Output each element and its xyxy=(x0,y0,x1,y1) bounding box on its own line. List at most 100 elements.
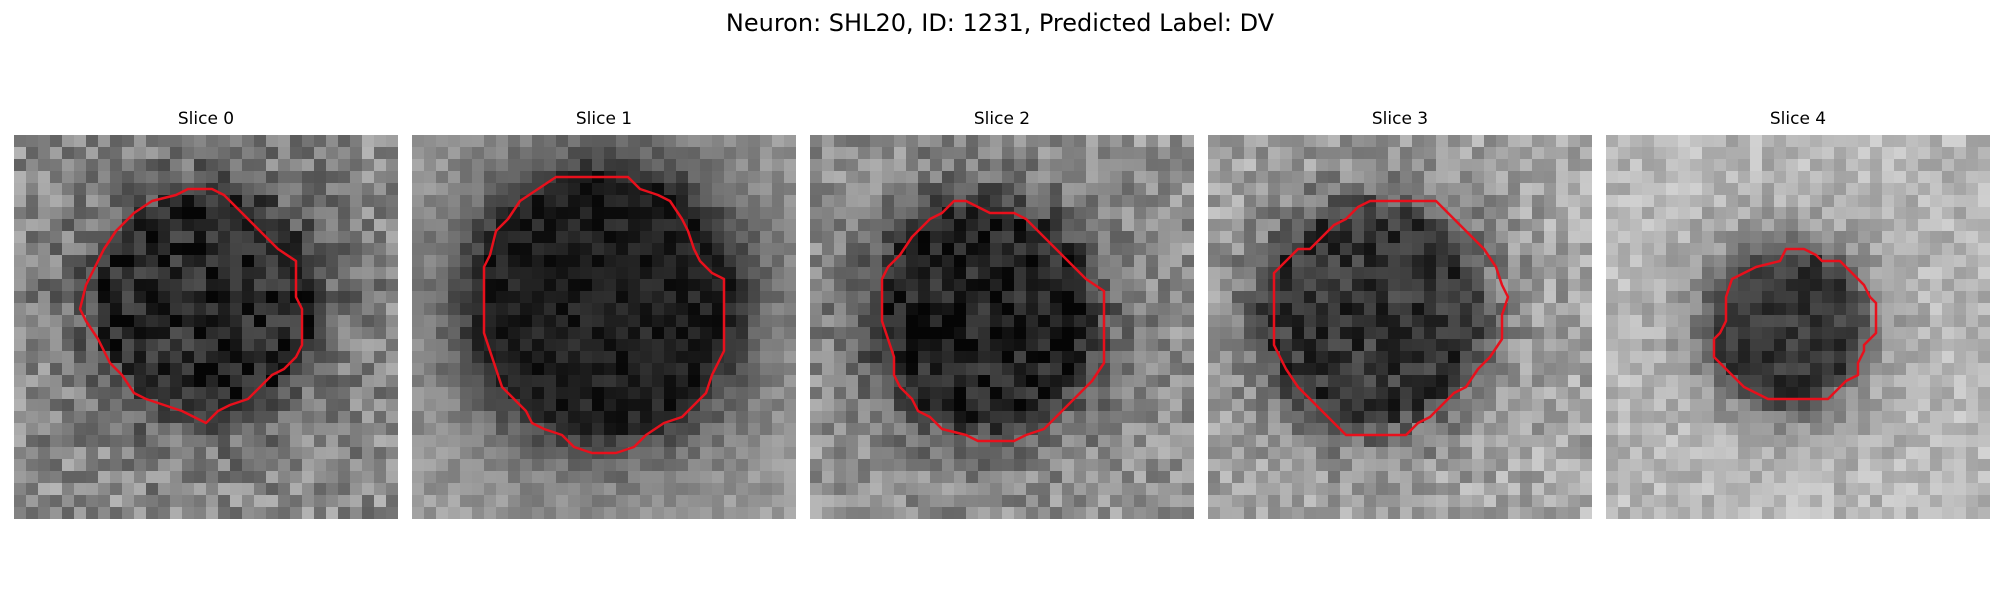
image-pixel xyxy=(1158,195,1171,208)
image-pixel xyxy=(628,231,641,244)
image-pixel xyxy=(580,495,593,508)
image-pixel xyxy=(1858,171,1871,184)
image-pixel xyxy=(712,423,725,436)
image-pixel xyxy=(1424,279,1437,292)
image-pixel xyxy=(338,171,351,184)
image-pixel xyxy=(38,447,51,460)
image-pixel xyxy=(424,147,437,160)
image-pixel xyxy=(676,447,689,460)
image-pixel xyxy=(278,507,291,519)
image-pixel xyxy=(338,423,351,436)
image-pixel xyxy=(1062,279,1075,292)
image-pixel xyxy=(906,459,919,472)
image-pixel xyxy=(592,327,605,340)
image-pixel xyxy=(520,231,533,244)
image-pixel xyxy=(604,459,617,472)
image-pixel xyxy=(242,423,255,436)
image-pixel xyxy=(1424,447,1437,460)
image-pixel xyxy=(1726,243,1739,256)
image-pixel xyxy=(158,411,171,424)
image-pixel xyxy=(1158,135,1171,148)
image-pixel xyxy=(1726,435,1739,448)
image-pixel xyxy=(1316,207,1329,220)
image-pixel xyxy=(1544,459,1557,472)
image-pixel xyxy=(1654,207,1667,220)
image-pixel xyxy=(748,471,761,484)
image-pixel xyxy=(1340,267,1353,280)
image-pixel xyxy=(1870,399,1883,412)
image-pixel xyxy=(1098,507,1111,519)
image-pixel xyxy=(1208,291,1221,304)
image-pixel xyxy=(1606,447,1619,460)
image-pixel xyxy=(1400,231,1413,244)
image-pixel xyxy=(362,267,375,280)
image-pixel xyxy=(568,255,581,268)
image-pixel xyxy=(1412,471,1425,484)
image-pixel xyxy=(1014,219,1027,232)
image-pixel xyxy=(1846,363,1859,376)
image-pixel xyxy=(194,435,207,448)
image-pixel xyxy=(1328,291,1341,304)
image-pixel xyxy=(38,279,51,292)
image-pixel xyxy=(544,291,557,304)
image-pixel xyxy=(1352,387,1365,400)
image-pixel xyxy=(98,147,111,160)
image-pixel xyxy=(834,459,847,472)
image-pixel xyxy=(1858,147,1871,160)
image-pixel xyxy=(1436,267,1449,280)
image-pixel xyxy=(544,375,557,388)
image-pixel xyxy=(1618,447,1631,460)
image-pixel xyxy=(1810,207,1823,220)
image-pixel xyxy=(736,303,749,316)
image-pixel xyxy=(290,243,303,256)
image-pixel xyxy=(1798,255,1811,268)
image-pixel xyxy=(50,339,63,352)
image-pixel xyxy=(1448,411,1461,424)
image-pixel xyxy=(1580,315,1592,328)
image-pixel xyxy=(1304,351,1317,364)
image-pixel xyxy=(508,267,521,280)
image-pixel xyxy=(1846,387,1859,400)
image-pixel xyxy=(748,495,761,508)
image-pixel xyxy=(592,183,605,196)
image-pixel xyxy=(1762,135,1775,148)
image-pixel xyxy=(86,231,99,244)
image-pixel xyxy=(110,327,123,340)
image-pixel xyxy=(1026,147,1039,160)
image-pixel xyxy=(894,459,907,472)
image-pixel xyxy=(436,291,449,304)
image-pixel xyxy=(1110,411,1123,424)
image-pixel xyxy=(484,279,497,292)
image-pixel xyxy=(158,147,171,160)
image-pixel xyxy=(1654,351,1667,364)
image-pixel xyxy=(374,483,387,496)
image-pixel xyxy=(1316,363,1329,376)
image-pixel xyxy=(314,447,327,460)
image-pixel xyxy=(544,243,557,256)
image-pixel xyxy=(1738,207,1751,220)
image-pixel xyxy=(1618,231,1631,244)
image-pixel xyxy=(712,339,725,352)
image-pixel xyxy=(520,219,533,232)
image-pixel xyxy=(930,399,943,412)
image-pixel xyxy=(1244,507,1257,519)
image-pixel xyxy=(760,447,773,460)
image-pixel xyxy=(604,471,617,484)
image-pixel xyxy=(194,267,207,280)
image-pixel xyxy=(1256,159,1269,172)
image-pixel xyxy=(1508,315,1521,328)
image-pixel xyxy=(1400,387,1413,400)
image-pixel xyxy=(338,363,351,376)
image-pixel xyxy=(496,135,509,148)
image-pixel xyxy=(1134,315,1147,328)
image-pixel xyxy=(1424,231,1437,244)
image-pixel xyxy=(14,219,27,232)
image-pixel xyxy=(712,495,725,508)
image-pixel xyxy=(628,387,641,400)
image-pixel xyxy=(822,279,835,292)
image-pixel xyxy=(1038,507,1051,519)
image-pixel xyxy=(1472,387,1485,400)
image-pixel xyxy=(894,315,907,328)
image-pixel xyxy=(822,351,835,364)
image-pixel xyxy=(1894,171,1907,184)
